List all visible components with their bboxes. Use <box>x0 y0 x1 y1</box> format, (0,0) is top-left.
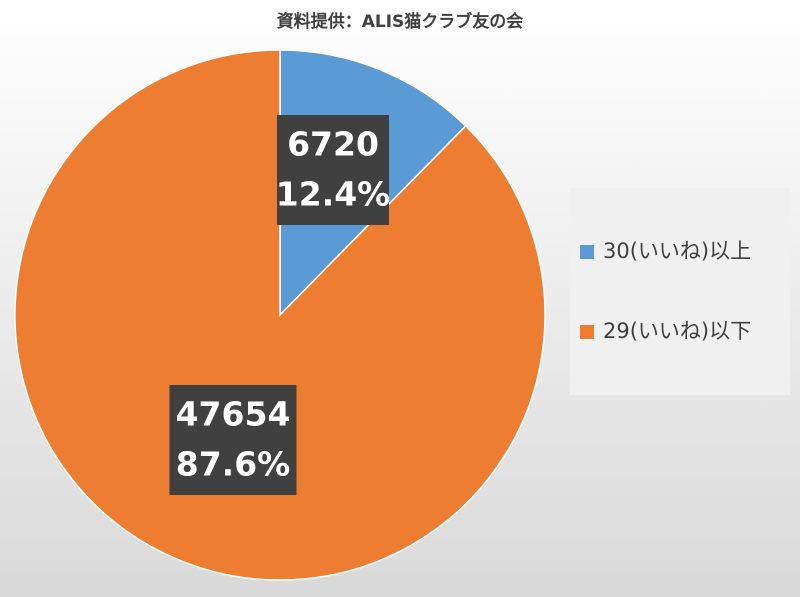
data-label-box <box>169 385 297 495</box>
data-label-percent: 12.4% <box>276 175 391 214</box>
legend-swatch <box>580 325 594 339</box>
legend-swatch <box>580 245 594 259</box>
data-label-value: 47654 <box>176 395 291 434</box>
legend-box <box>570 188 790 395</box>
data-label-box <box>277 115 389 225</box>
pie-slice <box>14 49 546 581</box>
legend-label: 30(いいね)以上 <box>603 239 751 263</box>
data-label-percent: 87.6% <box>176 445 291 484</box>
data-label-value: 6720 <box>287 125 379 164</box>
legend-label: 29(いいね)以下 <box>603 319 751 343</box>
chart-title: 資料提供：ALIS猫クラブ友の会 <box>277 11 524 32</box>
